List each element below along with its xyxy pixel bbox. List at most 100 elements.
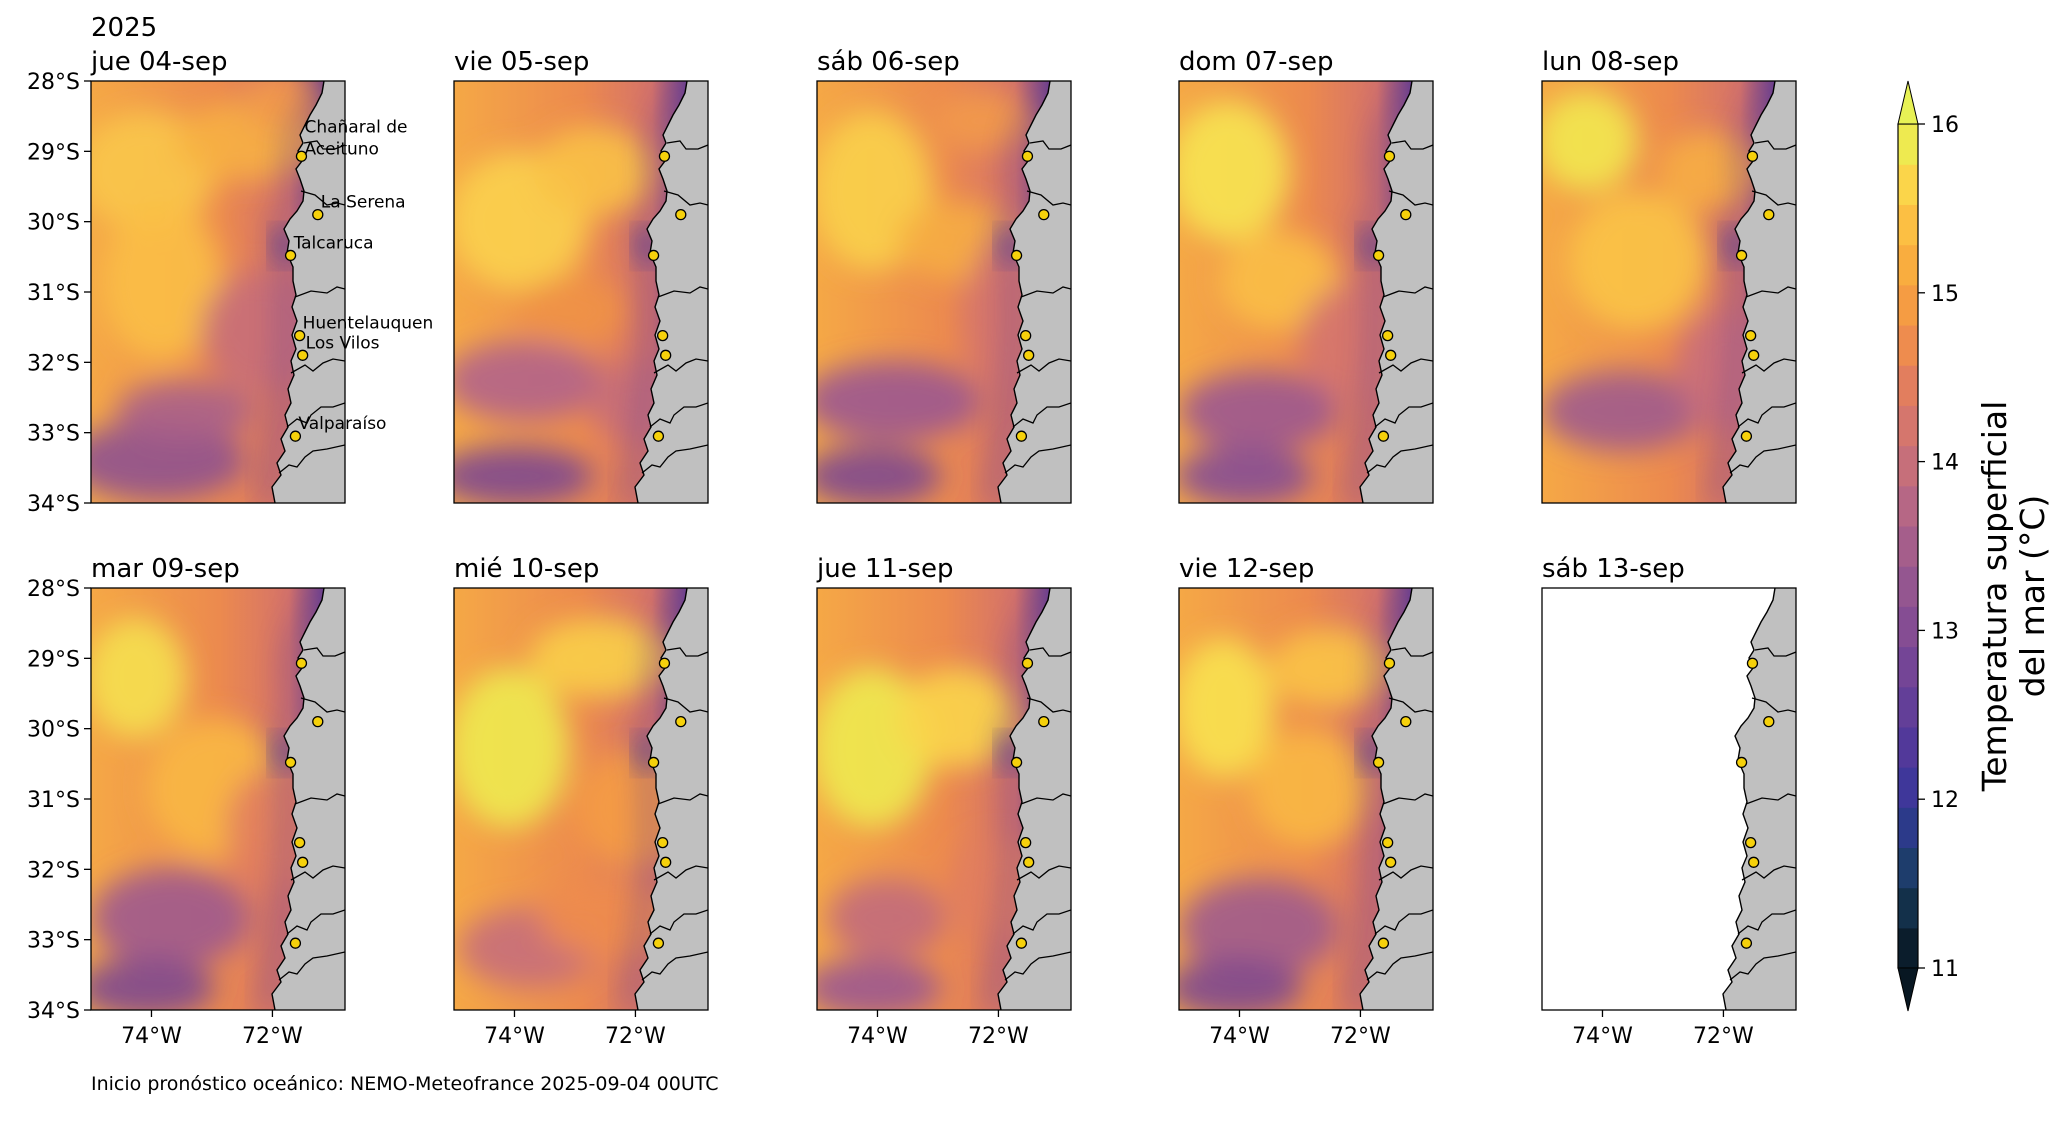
lon-tick-label: 74°W xyxy=(1572,1024,1633,1049)
colorbar-bin xyxy=(1898,445,1918,487)
station-marker xyxy=(1010,249,1023,262)
colorbar-bin xyxy=(1898,244,1918,286)
colorbar-bin xyxy=(1898,927,1918,969)
panel-title: sáb 13-sep xyxy=(1542,554,1685,584)
border-line xyxy=(653,865,708,881)
station-marker xyxy=(1740,430,1753,442)
lat-tick-label: 29°S xyxy=(27,140,80,165)
lon-tick-label: 72°W xyxy=(968,1024,1029,1049)
station-marker xyxy=(656,836,669,849)
border-line xyxy=(294,793,345,805)
station-marker xyxy=(1377,937,1390,949)
colorbar-bin xyxy=(1898,324,1918,366)
panel-frame xyxy=(816,587,1072,1011)
colorbar: 11 12 13 14 15 16 Temperatura superficial del… xyxy=(1897,80,2052,1012)
colorbar-bin xyxy=(1898,606,1918,648)
station-marker xyxy=(652,937,665,949)
border-line xyxy=(1016,358,1071,374)
border-line xyxy=(300,697,345,713)
station-marker xyxy=(1019,836,1032,849)
map-area xyxy=(817,588,1071,1010)
border-line xyxy=(653,358,708,374)
border-line xyxy=(1026,190,1071,206)
station-marker xyxy=(660,856,672,868)
station-label: Valparaíso xyxy=(298,414,386,434)
colorbar-bin xyxy=(1898,807,1918,849)
station-marker xyxy=(1038,715,1050,728)
station-marker xyxy=(1735,249,1748,262)
lon-tick-label: 74°W xyxy=(121,1024,182,1049)
colorbar-label-line1: Temperatura superficial xyxy=(1975,401,2014,793)
station-marker xyxy=(1744,836,1757,849)
station-marker xyxy=(656,329,669,342)
station-marker xyxy=(1015,937,1028,949)
border-line xyxy=(1729,444,1796,474)
border-line xyxy=(1751,697,1796,713)
station-marker xyxy=(658,150,671,162)
station-marker xyxy=(312,715,324,728)
lon-tick-label: 72°W xyxy=(242,1024,303,1049)
station-marker xyxy=(647,756,660,769)
border-line xyxy=(1741,865,1796,881)
sst-field xyxy=(1542,81,1775,503)
border-line xyxy=(1391,140,1433,150)
border-line xyxy=(1745,286,1796,298)
colorbar-bins xyxy=(1897,123,1919,969)
station-marker xyxy=(284,249,297,262)
colorbar-bin xyxy=(1898,405,1918,447)
lon-tick-label: 74°W xyxy=(1209,1024,1270,1049)
border-line xyxy=(286,909,345,935)
border-line xyxy=(1388,190,1433,206)
colorbar-tick-label: 11 xyxy=(1931,957,1959,982)
map-panel: dom 07-sep xyxy=(1178,47,1434,504)
border-line xyxy=(290,358,345,374)
colorbar-bin xyxy=(1898,284,1918,326)
station-label: Los Vilos xyxy=(306,333,380,353)
colorbar-tick-label: 16 xyxy=(1931,113,1959,138)
year-label: 2025 xyxy=(91,13,157,43)
border-line xyxy=(286,402,345,428)
station-marker xyxy=(1023,856,1035,868)
border-line xyxy=(1754,140,1796,150)
map-panel: jue 11-sep 74°W 72°W xyxy=(816,554,1072,1049)
colorbar-bin xyxy=(1898,124,1918,165)
border-line xyxy=(663,190,708,206)
station-marker xyxy=(295,150,308,162)
map-area xyxy=(1179,588,1433,1010)
panel-frame xyxy=(1541,80,1797,504)
border-line xyxy=(1374,402,1433,428)
colorbar-bin xyxy=(1898,847,1918,889)
colorbar-bin xyxy=(1898,566,1918,607)
border-line xyxy=(649,909,708,935)
station-marker xyxy=(1763,208,1775,221)
panel-title: mié 10-sep xyxy=(454,554,599,584)
map-panel: lun 08-sep xyxy=(1541,47,1797,504)
border-line xyxy=(278,444,345,474)
lon-tick-label: 74°W xyxy=(847,1024,908,1049)
station-marker xyxy=(1038,208,1050,221)
border-line xyxy=(666,647,708,657)
map-panel: mar 09-sep 28°S 29°S 30°S 31°S 32°S 33°S 34°S 74… xyxy=(27,554,346,1049)
lon-tick-label: 72°W xyxy=(605,1024,666,1049)
sst-field xyxy=(91,81,324,503)
station-marker xyxy=(1735,756,1748,769)
border-line xyxy=(1382,286,1433,298)
footer-note: Inicio pronóstico oceánico: NEMO-Meteofr… xyxy=(91,1073,719,1095)
panel-title: vie 05-sep xyxy=(454,47,589,77)
panel-frame xyxy=(1178,587,1434,1011)
border-line xyxy=(1020,286,1071,298)
lon-tick-label: 72°W xyxy=(1693,1024,1754,1049)
border-line xyxy=(1391,647,1433,657)
station-marker xyxy=(1746,657,1759,669)
border-line xyxy=(1012,909,1071,935)
colorbar-ticks: 11 12 13 14 15 16 xyxy=(1918,113,1959,982)
panel-title: mar 09-sep xyxy=(91,554,240,584)
station-marker xyxy=(1021,150,1034,162)
colorbar-tick-label: 14 xyxy=(1931,451,1959,476)
border-line xyxy=(657,793,708,805)
colorbar-bin xyxy=(1898,365,1918,406)
station-marker xyxy=(293,836,306,849)
colorbar-tick-label: 15 xyxy=(1931,282,1959,307)
map-area xyxy=(454,588,708,1010)
